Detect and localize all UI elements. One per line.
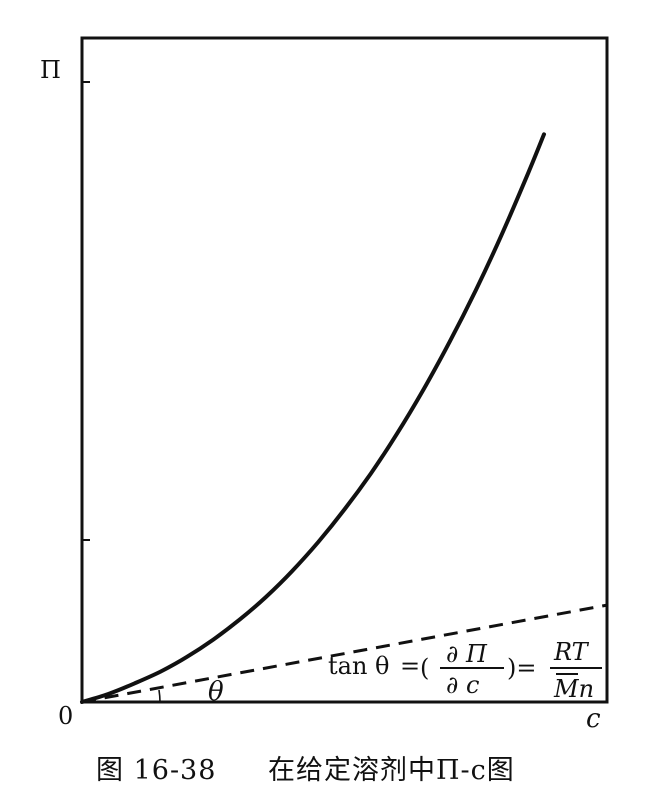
y-axis-label: Π [40, 56, 61, 84]
formula-rhs-numerator: RT [553, 638, 590, 666]
caption-text: 在给定溶剂中Π-c图 [268, 755, 515, 786]
x-axis-label: c [586, 704, 601, 734]
formula-close-paren-equals: )= [507, 654, 536, 682]
theta-angle-arc [158, 689, 161, 703]
formula-numerator: ∂ Π [446, 640, 488, 668]
formula-open-paren: ( [420, 654, 429, 682]
formula-rhs-denominator: Mn [553, 675, 594, 703]
axes-frame [80, 36, 609, 704]
formula-lhs: tan θ [328, 652, 390, 680]
theta-label: θ [208, 677, 224, 707]
plot-area [80, 36, 609, 704]
caption-figure-number: 图 16-38 [96, 755, 216, 786]
osmotic-pressure-curve [80, 132, 546, 704]
figure-caption: 图 16-38 在给定溶剂中Π-c图 [96, 755, 515, 786]
slope-formula: tan θ = ( ∂ Π ∂ c )= RT Mn [328, 638, 602, 703]
origin-label: 0 [58, 702, 73, 730]
initial-slope-tangent-line [81, 603, 608, 704]
formula-denominator: ∂ c [446, 671, 479, 699]
formula-equals: = [400, 652, 420, 680]
